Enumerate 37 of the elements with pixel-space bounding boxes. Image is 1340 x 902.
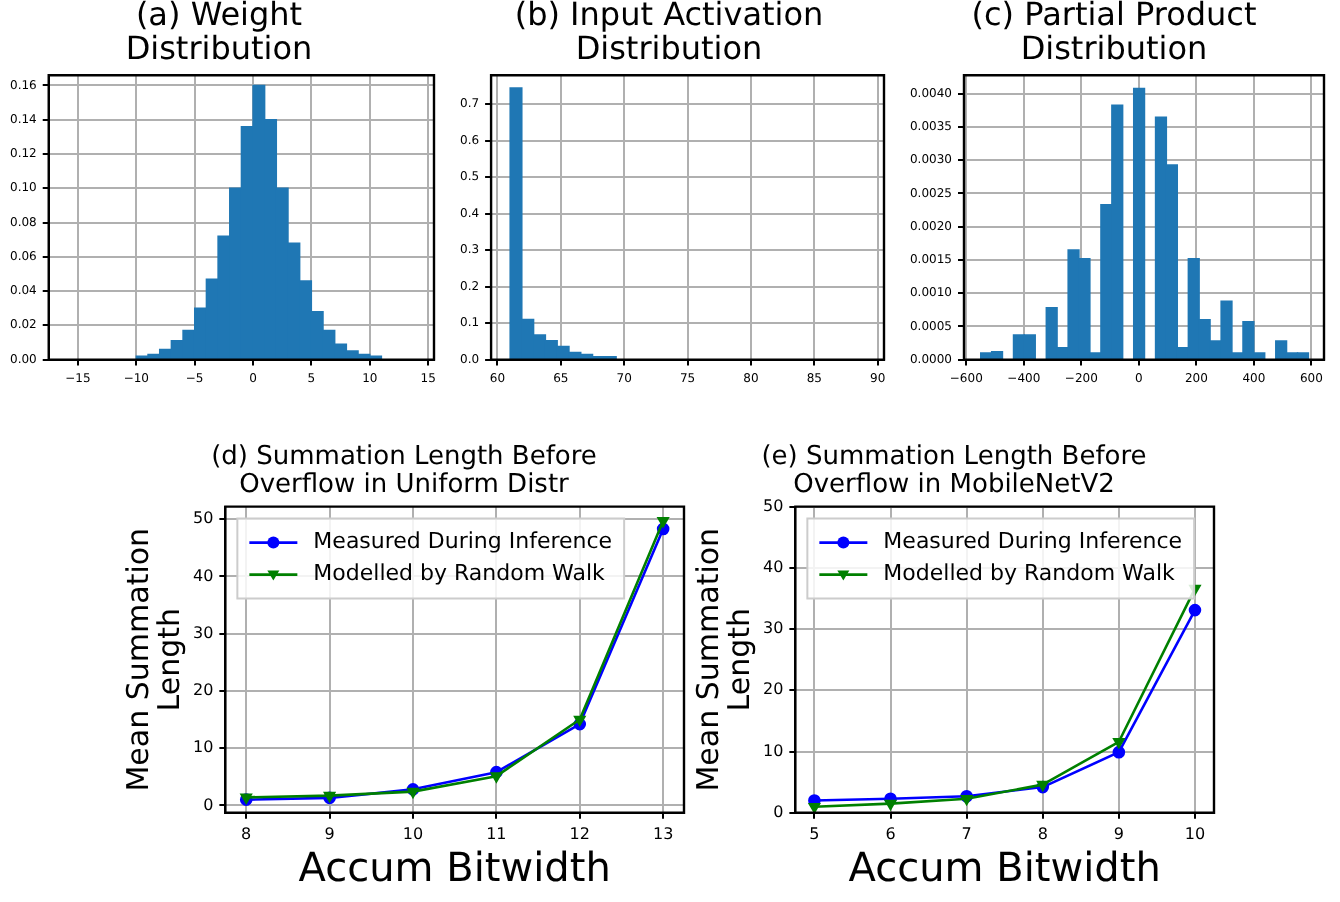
y-tick-label: 0 — [773, 802, 784, 821]
x-tick-label: 12 — [569, 824, 590, 843]
chart-title: (e) Summation Length Before Overflow in MobileNetV2 — [761, 442, 1147, 500]
x-tick-label: 9 — [324, 824, 335, 843]
legend-label: Modelled by Random Walk — [313, 560, 607, 587]
x-tick-label: 7 — [961, 824, 972, 843]
x-tick-label: 9 — [1113, 824, 1124, 843]
y-tick-label: 0 — [203, 795, 214, 814]
chart-title: (b) Input Activation Distribution — [514, 0, 824, 67]
y-tick-label: 40 — [192, 566, 214, 585]
y-axis-title: Mean Summation Length — [119, 527, 188, 792]
chart-title: (a) Weight Distribution — [125, 0, 313, 67]
x-axis-title: Accum Bitwidth — [298, 843, 611, 892]
x-tick-label: 6 — [885, 824, 896, 843]
y-tick-label: 20 — [192, 681, 214, 700]
legend-label: Measured During Inference — [313, 528, 613, 555]
y-tick-label: 10 — [762, 741, 784, 760]
x-tick-label: 11 — [486, 824, 507, 843]
x-tick-label: 8 — [241, 824, 252, 843]
x-tick-label: 5 — [809, 824, 820, 843]
y-tick-label: 10 — [192, 738, 214, 757]
y-tick-label: 50 — [192, 509, 214, 528]
chart-title: (d) Summation Length Before Overflow in Uniform Distr — [211, 442, 597, 500]
y-tick-label: 30 — [192, 623, 214, 642]
x-tick-label: 10 — [1184, 824, 1206, 843]
x-tick-label: 13 — [652, 824, 674, 843]
y-axis-title: Mean Summation Length — [689, 527, 758, 792]
y-tick-label: 20 — [762, 680, 784, 699]
x-axis-title: Accum Bitwidth — [848, 843, 1161, 892]
y-tick-label: 30 — [762, 619, 784, 638]
y-tick-label: 50 — [762, 496, 784, 515]
legend-label: Modelled by Random Walk — [883, 560, 1177, 587]
x-tick-label: 10 — [402, 824, 424, 843]
y-tick-label: 40 — [762, 558, 784, 576]
chart-title: (c) Partial Product Distribution — [971, 0, 1257, 67]
legend-label: Measured During Inference — [883, 528, 1183, 555]
x-tick-label: 8 — [1037, 824, 1048, 843]
